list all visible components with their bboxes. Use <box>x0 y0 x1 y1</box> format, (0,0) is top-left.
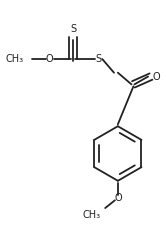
Text: CH₃: CH₃ <box>82 210 100 220</box>
Text: O: O <box>114 193 122 203</box>
Text: S: S <box>95 54 101 64</box>
Text: O: O <box>46 54 53 64</box>
Text: CH₃: CH₃ <box>5 54 23 64</box>
Text: S: S <box>70 24 76 34</box>
Text: O: O <box>153 72 161 82</box>
